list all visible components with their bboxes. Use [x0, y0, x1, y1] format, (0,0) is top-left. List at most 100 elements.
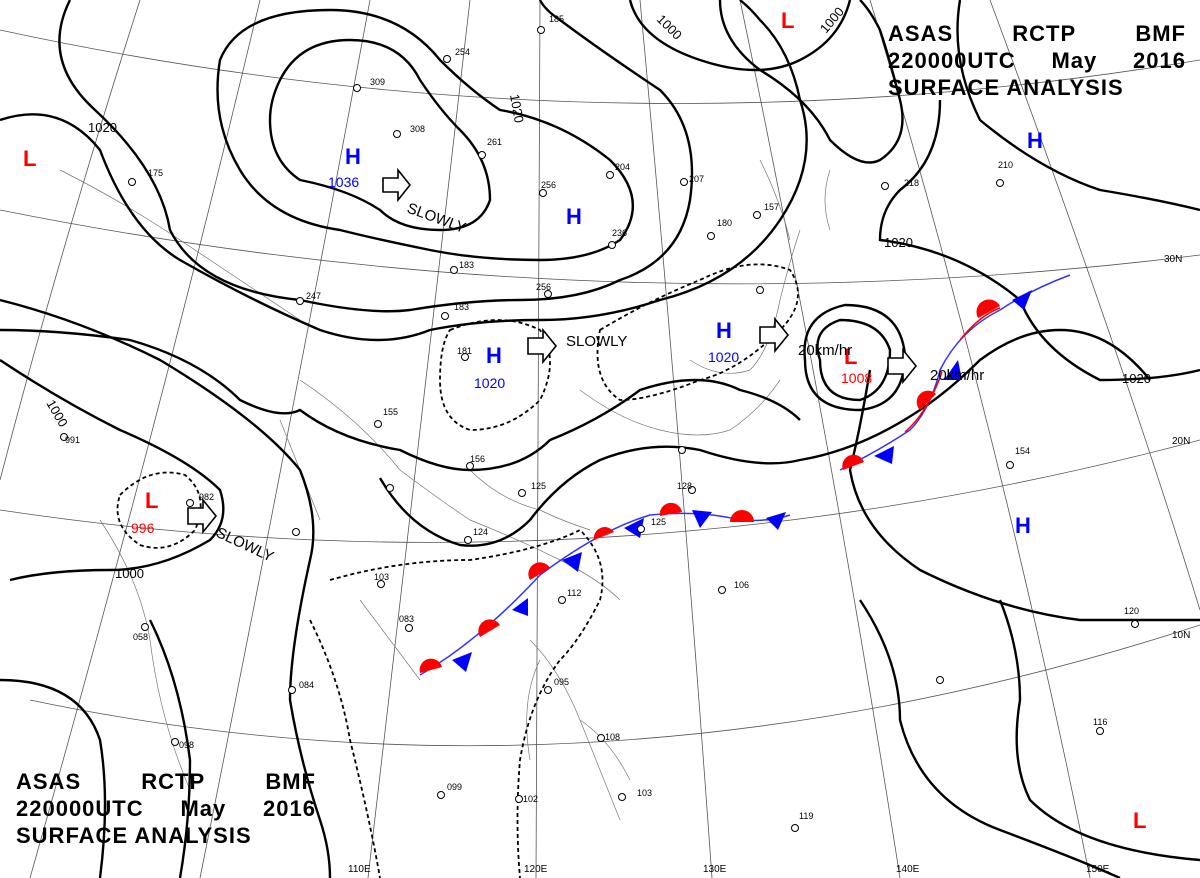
- isobar: [956, 0, 1200, 212]
- station-pressure: 247: [306, 291, 321, 301]
- longitude-label: 110E: [348, 864, 371, 875]
- valid-month: May: [180, 796, 227, 821]
- high-pressure-value: 1036: [328, 174, 359, 190]
- high-pressure-center: H: [345, 144, 361, 169]
- movement-label: 20km/hr: [930, 367, 984, 384]
- station-pressure: 084: [299, 680, 314, 690]
- station-pressure: 103: [637, 788, 652, 798]
- pressure-centers: H 1036 H H 1020 H 1020 H H L 1008 L 996 …: [23, 8, 1146, 833]
- warm-front-symbol: [659, 502, 682, 516]
- high-pressure-center: H: [486, 343, 502, 368]
- cold-front-symbol: [1012, 290, 1032, 310]
- station-pressure: 156: [470, 454, 485, 464]
- isobar: [216, 8, 634, 262]
- isobar: [0, 359, 225, 582]
- station-pressure: 155: [383, 407, 398, 417]
- movement-label: SLOWLY: [405, 200, 469, 237]
- valid-time: 220000UTC: [888, 48, 1016, 73]
- station-pressure: 103: [374, 572, 389, 582]
- warm-front-symbol: [730, 510, 754, 522]
- header-row-source: ASAS RCTP BMF: [888, 20, 1186, 47]
- station-pressure: 183: [454, 302, 469, 312]
- station-pressure: 124: [473, 527, 488, 537]
- cold-front-symbol: [624, 518, 644, 538]
- header-row-time: 220000UTC May 2016: [16, 795, 316, 822]
- isobar: [378, 328, 1151, 547]
- low-pressure-center: L: [23, 146, 36, 171]
- station-pressure: 256: [541, 180, 556, 190]
- latitude-label: 20N: [1172, 436, 1190, 447]
- cold-front-symbol: [562, 552, 582, 572]
- latitude-line-40n: [0, 29, 1200, 104]
- movement-label: 20km/hr: [798, 342, 852, 359]
- isobar: [998, 599, 1200, 862]
- station-pressure: 112: [567, 588, 581, 598]
- product-code: ASAS: [16, 769, 82, 794]
- graticule-labels: 30N 20N 10N 110E 120E 130E 140E 150E: [348, 254, 1190, 875]
- longitude-line-140e: [739, 0, 901, 878]
- low-pressure-value: 1008: [841, 370, 872, 386]
- longitude-line-130e: [639, 0, 713, 878]
- longitude-label: 130E: [703, 864, 727, 875]
- chart-title: SURFACE ANALYSIS: [888, 75, 1124, 100]
- longitude-line-120e: [535, 0, 541, 878]
- station-pressure: 183: [459, 260, 474, 270]
- station-pressure: 106: [734, 580, 749, 590]
- longitude-label: 120E: [524, 864, 548, 875]
- valid-year: 2016: [1133, 48, 1186, 73]
- high-pressure-center: H: [716, 318, 732, 343]
- longitude-label: 140E: [896, 864, 920, 875]
- header-row-source: ASAS RCTP BMF: [16, 768, 316, 795]
- warm-front-symbol: [842, 454, 864, 470]
- isobar: [0, 298, 332, 878]
- isobar: [0, 0, 808, 342]
- header-block-top: ASAS RCTP BMF 220000UTC May 2016 SURFACE…: [888, 20, 1186, 101]
- stationary-front-east: [839, 274, 1071, 471]
- header-row-time: 220000UTC May 2016: [888, 47, 1186, 74]
- isobar-label: 1020: [884, 235, 913, 250]
- office-code: BMF: [1135, 21, 1186, 46]
- station-pressure: 099: [447, 782, 462, 792]
- warm-front-symbol: [478, 619, 500, 637]
- isobar-label: 1000: [654, 12, 685, 43]
- isobar: [859, 599, 1121, 878]
- warm-front-symbol: [916, 390, 936, 410]
- station-pressure: 991: [65, 435, 80, 445]
- movement-arrow-icon: [527, 327, 558, 365]
- latitude-label: 10N: [1172, 630, 1190, 641]
- low-pressure-center: L: [1133, 808, 1146, 833]
- station-pressure: 256: [536, 282, 551, 292]
- station-pressure: 125: [651, 517, 666, 527]
- isobar-label: 1000: [115, 566, 144, 581]
- office-code: BMF: [265, 769, 316, 794]
- coastlines: [59, 159, 831, 821]
- warm-front-symbol: [528, 562, 550, 580]
- station-pressure: 116: [1093, 717, 1107, 727]
- stationary-front-south: [419, 502, 791, 676]
- isobar: [816, 318, 892, 402]
- station-pressure: 185: [549, 14, 564, 24]
- longitude-line-90e: [29, 0, 261, 878]
- station-code: RCTP: [1012, 21, 1077, 46]
- cold-front-symbol: [766, 512, 786, 530]
- station-numbers: 185 254 309 308 261 204 256 236 207 180 …: [65, 14, 1139, 821]
- station-pressure: 119: [799, 811, 813, 821]
- movement-arrow-icon: [887, 347, 918, 385]
- cold-front-symbol: [452, 652, 472, 672]
- high-pressure-center: H: [1027, 128, 1043, 153]
- movement-arrow-icon: [759, 316, 790, 354]
- low-pressure-center: L: [145, 488, 158, 513]
- longitude-line-160e: [989, 0, 1200, 611]
- station-pressure: 058: [133, 632, 148, 642]
- station-pressure: 154: [1015, 446, 1030, 456]
- station-pressure: 128: [677, 481, 692, 491]
- station-pressure: 095: [554, 677, 569, 687]
- latitude-line-10n: [29, 624, 1200, 747]
- isobar-label: 1020: [88, 120, 117, 135]
- station-pressure: 120: [1124, 606, 1139, 616]
- station-pressure: 125: [531, 481, 546, 491]
